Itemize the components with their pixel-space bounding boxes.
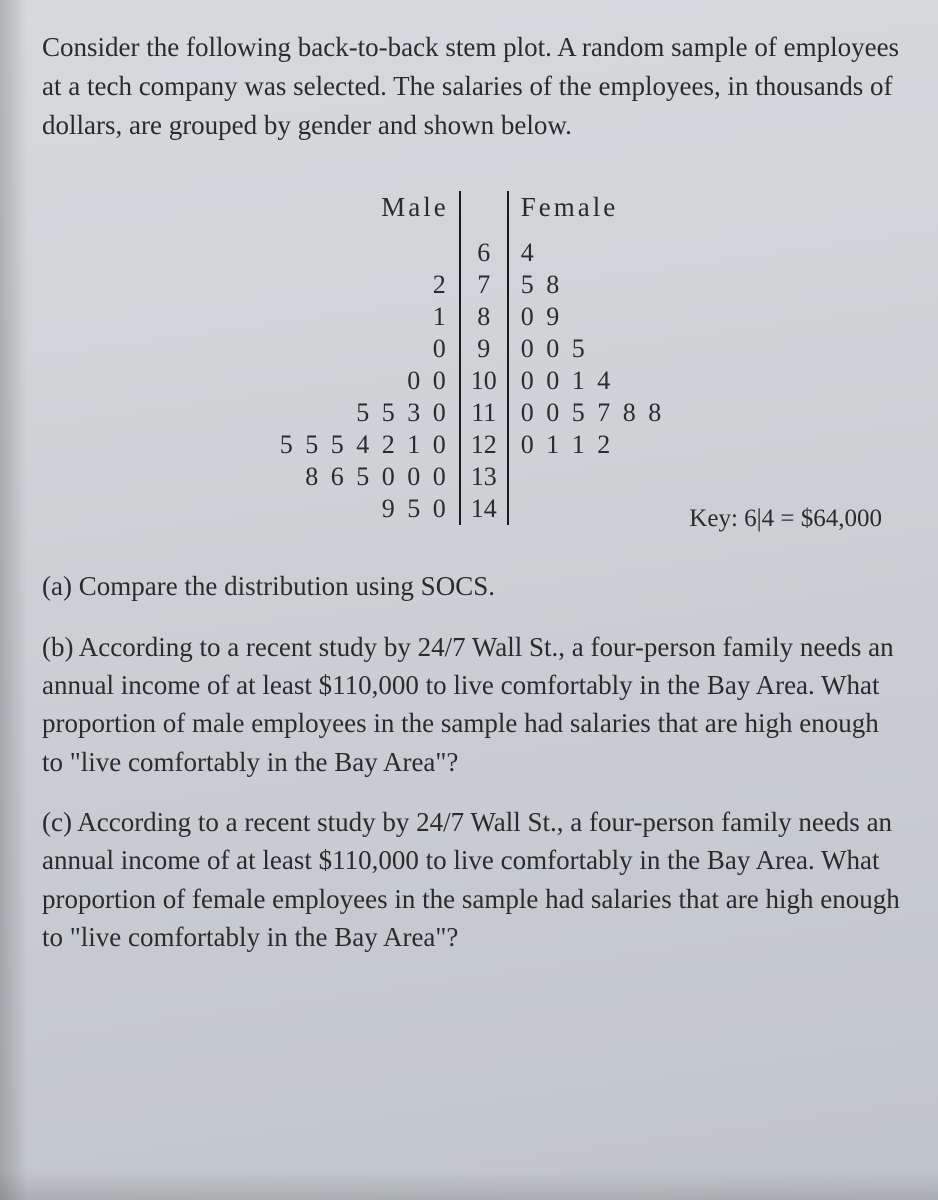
question-a: (a) Compare the distribution using SOCS.: [42, 567, 902, 605]
female-leaves: [508, 461, 675, 493]
stem-value: 6: [460, 237, 508, 269]
stemplot-row: 0 9 0 0 5: [270, 333, 675, 365]
stemplot-body: 6 4 2 7 5 8 1 8 0 9 0 9 0 0 5: [270, 237, 675, 525]
male-leaves: [270, 237, 460, 269]
female-leaves: [508, 493, 675, 525]
stemplot-row: 8 6 5 0 0 0 13: [270, 461, 675, 493]
stemplot-header-row: Male Female: [270, 191, 675, 237]
stem-value: 13: [460, 461, 508, 493]
question-c: (c) According to a recent study by 24/7 …: [42, 803, 902, 956]
male-leaves: 5 5 5 4 2 1 0: [270, 429, 460, 461]
question-b: (b) According to a recent study by 24/7 …: [42, 628, 902, 781]
stemplot-row: 2 7 5 8: [270, 269, 675, 301]
male-leaves: 5 5 3 0: [270, 397, 460, 429]
stem-value: 9: [460, 333, 508, 365]
female-leaves: 5 8: [508, 269, 675, 301]
female-leaves: 0 1 1 2: [508, 429, 675, 461]
stemplot-row: 5 5 5 4 2 1 0 12 0 1 1 2: [270, 429, 675, 461]
stemplot-row: 5 5 3 0 11 0 0 5 7 8 8: [270, 397, 675, 429]
stemplot-row: 6 4: [270, 237, 675, 269]
header-male: Male: [270, 191, 460, 237]
male-leaves: 2: [270, 269, 460, 301]
page: Consider the following back-to-back stem…: [0, 0, 938, 1200]
stem-value: 10: [460, 365, 508, 397]
male-leaves: 9 5 0: [270, 493, 460, 525]
female-leaves: 0 0 5 7 8 8: [508, 397, 675, 429]
stemplot-table: Male Female 6 4 2 7 5 8 1 8: [270, 191, 675, 525]
stem-value: 8: [460, 301, 508, 333]
female-leaves: 0 0 1 4: [508, 365, 675, 397]
stemplot-row: 1 8 0 9: [270, 301, 675, 333]
stemplot-container: Male Female 6 4 2 7 5 8 1 8: [42, 191, 902, 525]
photo-shadow-bottom: [0, 1170, 938, 1200]
photo-shadow-left: [0, 0, 28, 1200]
stem-value: 12: [460, 429, 508, 461]
male-leaves: 1: [270, 301, 460, 333]
male-leaves: 0 0: [270, 365, 460, 397]
female-leaves: 4: [508, 237, 675, 269]
intro-paragraph: Consider the following back-to-back stem…: [42, 28, 902, 145]
header-female: Female: [508, 191, 675, 237]
female-leaves: 0 0 5: [508, 333, 675, 365]
stem-value: 14: [460, 493, 508, 525]
stem-value: 11: [460, 397, 508, 429]
stem-value: 7: [460, 269, 508, 301]
female-leaves: 0 9: [508, 301, 675, 333]
male-leaves: 0: [270, 333, 460, 365]
header-stem: [460, 191, 508, 237]
stemplot-row: 0 0 10 0 0 1 4: [270, 365, 675, 397]
stemplot-row: 9 5 0 14: [270, 493, 675, 525]
male-leaves: 8 6 5 0 0 0: [270, 461, 460, 493]
